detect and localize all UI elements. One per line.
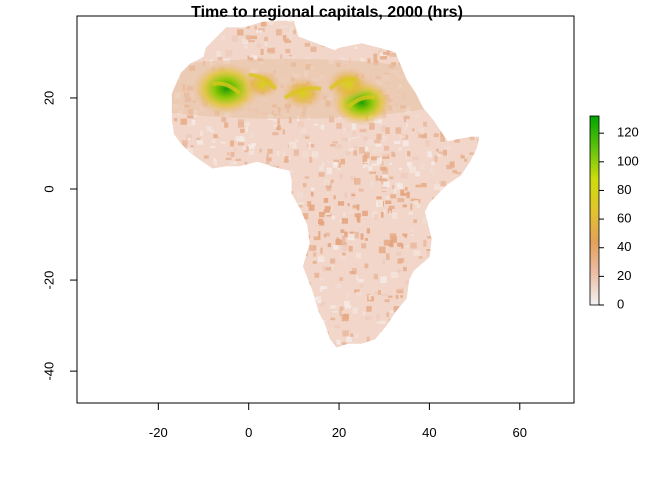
legend-tick-label: 120 [617, 125, 639, 140]
x-tick-label: 60 [513, 425, 527, 440]
y-axis: 20 0 -20 -40 [41, 91, 78, 381]
legend-tick-label: 60 [617, 211, 631, 226]
legend-tick-label: 0 [617, 296, 624, 311]
hotspot [281, 77, 325, 110]
map-area [171, 20, 480, 348]
x-axis: -20 0 20 40 60 [149, 402, 527, 440]
y-tick-label: -20 [41, 271, 56, 290]
map-title: Time to regional capitals, 2000 (hrs) [191, 4, 463, 21]
x-tick-label: 0 [245, 425, 252, 440]
x-tick-label: 40 [422, 425, 436, 440]
hotspot [192, 62, 261, 116]
y-tick-label: 0 [41, 185, 56, 192]
legend-tick-label: 20 [617, 268, 631, 283]
x-tick-label: -20 [149, 425, 168, 440]
legend-tick-label: 40 [617, 239, 631, 254]
hotspot [325, 67, 371, 102]
x-tick-label: 20 [332, 425, 346, 440]
y-tick-label: 20 [41, 91, 56, 105]
color-legend: 0 20 40 60 80 100 120 [589, 115, 639, 311]
high-travel-time-areas [171, 58, 475, 126]
legend-tick-label: 80 [617, 182, 631, 197]
legend-colorbar [589, 115, 600, 306]
legend-tick-label: 100 [617, 153, 639, 168]
y-tick-label: -40 [41, 362, 56, 381]
